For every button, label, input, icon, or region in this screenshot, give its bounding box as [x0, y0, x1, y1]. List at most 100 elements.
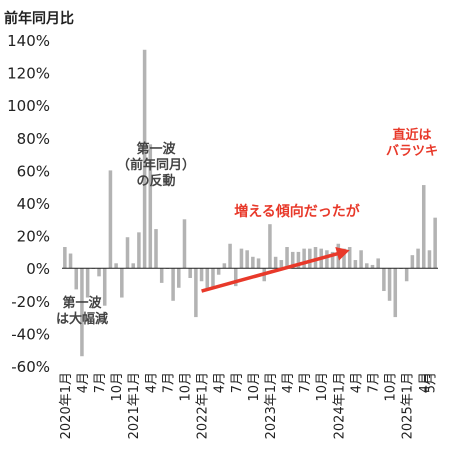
bar-2020-09: [108, 170, 113, 269]
bars-group: [63, 49, 437, 357]
bar-2020-07: [97, 268, 101, 277]
x-tick-label: 10月: [110, 372, 125, 402]
trend-group: [201, 246, 350, 293]
bar-2020-08: [102, 268, 107, 306]
bar-2025-02: [410, 255, 415, 269]
x-tick-label: 2021年1月: [127, 372, 142, 439]
bar-2021-09: [177, 268, 181, 288]
bar-2022-02: [205, 268, 210, 290]
annotation-increase-trend: 増える傾向だったが: [234, 204, 360, 220]
x-tick-label: 10月: [384, 372, 399, 402]
x-tick-label: 2022年1月: [196, 372, 211, 439]
annotation-recent-variation: 直近は バラツキ: [378, 128, 446, 160]
bar-2024-08: [376, 258, 380, 269]
annotation-line: バラツキ: [385, 144, 438, 159]
x-tick-label: 7月: [161, 372, 176, 393]
bar-2023-07: [302, 248, 306, 269]
bar-2022-07: [233, 268, 238, 287]
x-tick-label: 7月: [298, 372, 313, 393]
bar-2022-09: [245, 250, 249, 269]
bar-2024-11: [393, 268, 398, 318]
bar-2022-01: [199, 268, 204, 282]
y-tick-label: 40%: [17, 195, 50, 213]
x-tick-label: 10月: [178, 372, 193, 402]
bar-2023-02: [273, 256, 278, 269]
bar-2020-11: [120, 268, 124, 298]
x-tick-label: 4月: [349, 372, 364, 393]
x-tick-label: 7月: [366, 372, 381, 393]
x-tick-label: 4月: [76, 372, 91, 393]
bar-2021-03: [142, 49, 147, 269]
bar-2023-11: [325, 250, 329, 269]
x-tick-label: 10月: [247, 372, 262, 402]
bar-2022-11: [256, 258, 261, 269]
annotation-line: 第一波: [62, 296, 102, 311]
bar-2023-06: [296, 251, 301, 269]
y-tick-label: 20%: [17, 228, 50, 246]
x-tick-label: 4月: [213, 372, 228, 393]
bar-2024-07: [370, 264, 375, 269]
bar-2025-05: [427, 250, 432, 269]
annotation-line: （前年同月）: [116, 158, 195, 173]
y-tick-label: 60%: [17, 162, 50, 180]
bar-2021-11: [188, 268, 192, 278]
bar-2023-09: [313, 247, 318, 269]
bar-undefined: [433, 217, 437, 269]
x-tick-label: 5月: [423, 372, 438, 393]
y-tick-label: 100%: [7, 97, 50, 115]
bar-2022-03: [211, 268, 215, 288]
bar-2021-06: [159, 268, 164, 283]
bar-2023-12: [330, 251, 335, 269]
y-tick-label: 120%: [7, 65, 50, 83]
bar-2023-08: [308, 248, 312, 269]
y-tick-label: -60%: [11, 358, 50, 376]
bar-2021-02: [137, 232, 141, 269]
bar-2024-02: [342, 248, 346, 269]
bar-2022-06: [228, 243, 232, 269]
bar-2021-12: [194, 268, 198, 318]
x-tick-label: 4月: [281, 372, 296, 393]
y-tick-label: -20%: [11, 293, 50, 311]
x-tick-label: 2025年1月: [401, 372, 416, 439]
annotation-line: 第一波: [136, 142, 176, 157]
y-tick-label: 140%: [7, 32, 50, 50]
bar-2025-04: [421, 185, 426, 269]
x-tick-label: 4月: [418, 372, 433, 393]
bar-2021-10: [182, 219, 187, 269]
x-tick-label: 7月: [93, 372, 108, 393]
annotation-first-wave-rebound: 第一波 （前年同月） の反動: [108, 142, 204, 190]
annotation-line: 直近は: [392, 128, 432, 143]
bar-2024-06: [365, 263, 369, 269]
y-tick-label: -40%: [11, 325, 50, 343]
bar-2020-01: [63, 247, 67, 269]
bar-2022-04: [216, 268, 221, 275]
bar-2020-10: [114, 263, 118, 269]
x-tick-label: 2020年1月: [59, 372, 74, 439]
x-tick-label: 2024年1月: [332, 372, 347, 439]
bar-2022-05: [222, 263, 227, 269]
bar-2024-03: [347, 247, 352, 269]
bar-2021-04: [148, 144, 153, 269]
bar-2022-10: [251, 256, 255, 269]
bar-2020-04: [80, 268, 84, 357]
bar-2024-04: [353, 260, 358, 269]
bar-2022-08: [239, 248, 244, 269]
bar-2020-03: [74, 268, 79, 290]
annotation-first-wave-drop: 第一波 は大幅減: [46, 296, 118, 328]
trend-arrow-head: [335, 246, 350, 261]
bar-2023-01: [268, 224, 272, 269]
x-tick-label: 2023年1月: [264, 372, 279, 439]
bar-2024-09: [382, 268, 386, 292]
annotation-line: は大幅減: [55, 312, 108, 327]
bar-2021-01: [131, 263, 135, 269]
y-tick-label: 80%: [17, 130, 50, 148]
x-tick-label: 7月: [230, 372, 245, 393]
bar-2023-04: [285, 247, 289, 269]
bar-2021-08: [171, 268, 175, 301]
bar-2023-05: [290, 251, 295, 269]
y-axis-title: 前年同月比: [4, 11, 74, 27]
bar-2024-05: [359, 250, 363, 269]
annotation-line: の反動: [136, 174, 176, 189]
bar-2024-10: [387, 268, 392, 301]
bar-2020-12: [125, 237, 130, 269]
